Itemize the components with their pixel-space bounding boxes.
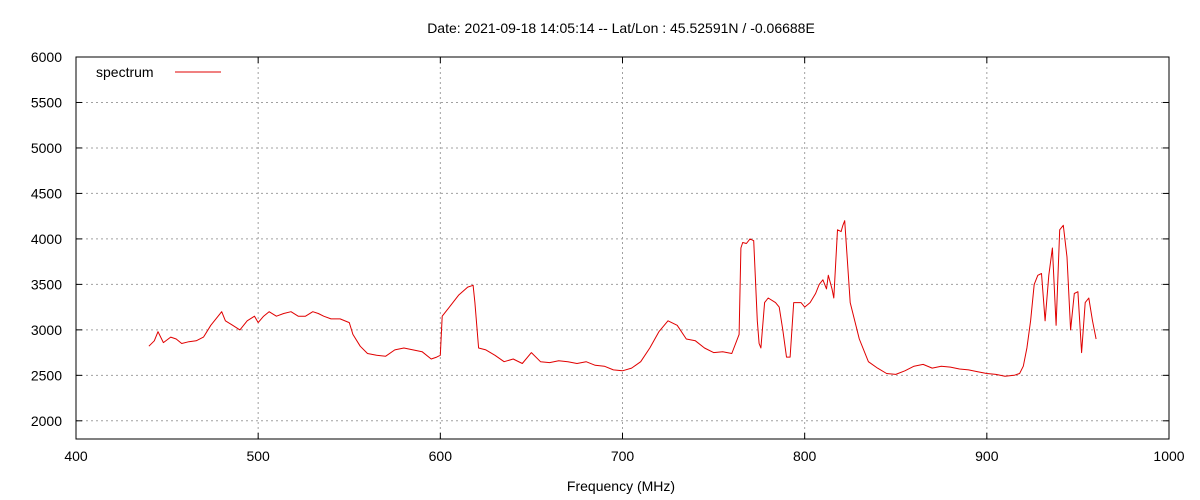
y-tick-label: 3500 — [31, 276, 62, 292]
y-tick-label: 2000 — [31, 413, 62, 429]
x-tick-label: 500 — [246, 448, 270, 464]
y-axis: 2000 2500 3000 3500 4000 4500 5000 5500 6000 — [31, 49, 1169, 429]
x-tick-label: 400 — [64, 448, 88, 464]
y-tick-label: 4000 — [31, 231, 62, 247]
x-axis-label: Frequency (MHz) — [567, 478, 675, 494]
x-axis: 400 500 600 700 800 900 1000 — [64, 57, 1185, 464]
series-layer — [148, 220, 1097, 377]
legend: spectrum — [96, 64, 221, 80]
y-tick-label: 6000 — [31, 49, 62, 65]
legend-label-spectrum: spectrum — [96, 64, 154, 80]
x-tick-label: 800 — [793, 448, 817, 464]
y-tick-label: 2500 — [31, 367, 62, 383]
grid-layer — [76, 57, 1169, 439]
series-line-spectrum — [148, 220, 1097, 377]
x-tick-label: 600 — [429, 448, 453, 464]
y-tick-label: 4500 — [31, 185, 62, 201]
x-tick-label: 900 — [975, 448, 999, 464]
y-tick-label: 5000 — [31, 140, 62, 156]
y-tick-label: 3000 — [31, 322, 62, 338]
chart-title: Date: 2021-09-18 14:05:14 -- Lat/Lon : 4… — [427, 20, 815, 36]
x-tick-label: 700 — [611, 448, 635, 464]
y-tick-label: 5500 — [31, 94, 62, 110]
x-tick-label: 1000 — [1153, 448, 1184, 464]
